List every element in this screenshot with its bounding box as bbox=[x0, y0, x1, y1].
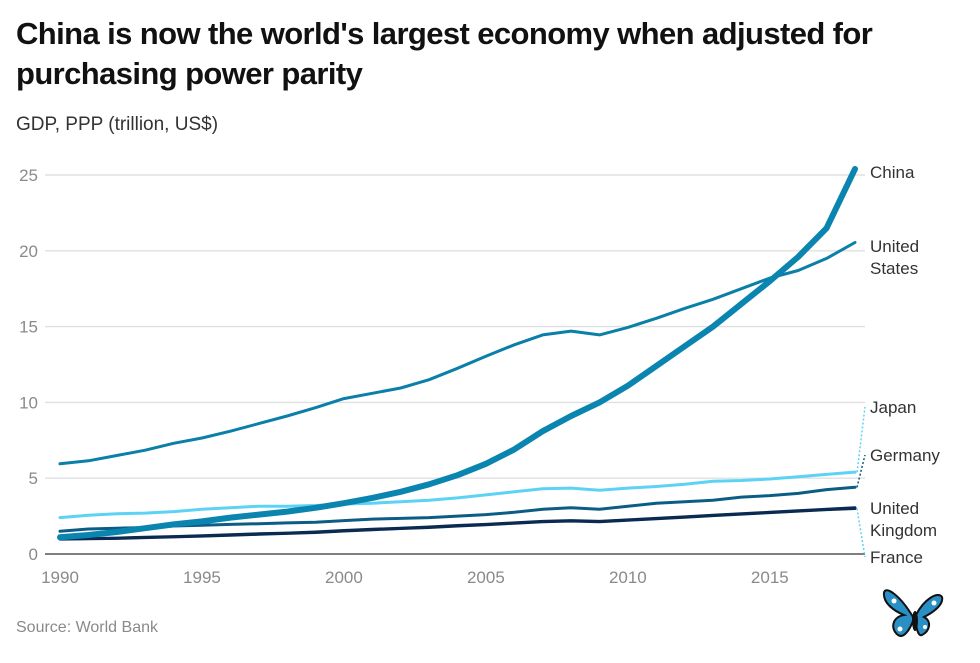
label-leader-line bbox=[856, 406, 866, 473]
y-tick-label: 10 bbox=[19, 393, 38, 412]
gridlines bbox=[45, 174, 865, 555]
label-leader-line bbox=[856, 508, 866, 558]
x-tick-label: 1995 bbox=[183, 568, 221, 587]
x-tick-label: 1990 bbox=[41, 568, 79, 587]
butterfly-logo-icon bbox=[882, 589, 944, 637]
series-label-united-states: United States bbox=[870, 237, 919, 278]
series-label-united-kingdom: United Kingdom bbox=[870, 499, 937, 540]
x-tick-label: 2000 bbox=[325, 568, 363, 587]
series-line-china bbox=[57, 165, 858, 541]
series-line-japan bbox=[58, 470, 857, 520]
x-tick-label: 2005 bbox=[467, 568, 505, 587]
series-lines bbox=[57, 165, 858, 541]
chart-subtitle: GDP, PPP (trillion, US$) bbox=[16, 114, 219, 135]
label-leader-line bbox=[856, 454, 866, 488]
source-note: Source: World Bank bbox=[16, 619, 158, 636]
series-label-china: China bbox=[870, 163, 915, 182]
series-label-france: France bbox=[870, 548, 923, 567]
series-line-germany bbox=[58, 485, 857, 533]
series-line-france bbox=[58, 507, 857, 541]
series-label-germany: Germany bbox=[870, 446, 940, 465]
series-labels: China United States Japan Germany United Kingd… bbox=[856, 163, 940, 567]
y-tick-label: 25 bbox=[19, 166, 38, 185]
series-label-japan: Japan bbox=[870, 398, 916, 417]
series-line-united-states bbox=[58, 241, 857, 466]
x-tick-label: 2010 bbox=[609, 568, 647, 587]
x-tick-label: 2015 bbox=[751, 568, 789, 587]
chart-title: China is now the world's largest economy… bbox=[16, 16, 873, 91]
y-tick-label: 0 bbox=[29, 545, 38, 564]
y-tick-label: 5 bbox=[29, 469, 38, 488]
y-axis-ticks: 0 5 10 15 20 25 bbox=[19, 166, 38, 564]
y-tick-label: 20 bbox=[19, 242, 38, 261]
y-tick-label: 15 bbox=[19, 318, 38, 337]
x-axis-ticks: 1990 1995 2000 2005 2010 2015 bbox=[41, 568, 789, 587]
